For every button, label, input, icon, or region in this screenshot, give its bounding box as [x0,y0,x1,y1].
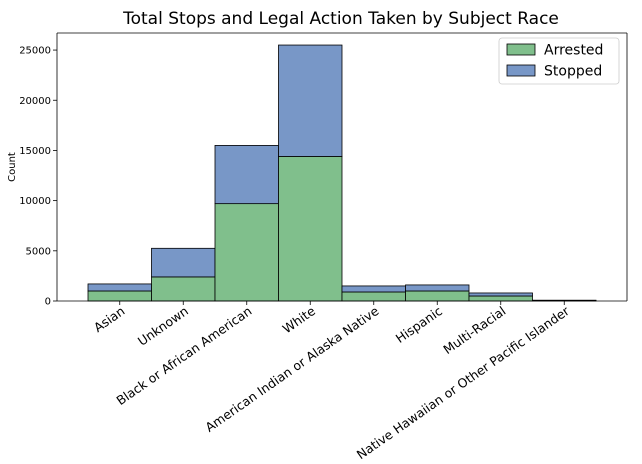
legend-swatch-arrested [507,44,535,55]
y-tick-label-2: 10000 [19,196,51,207]
bar-arrested-5 [406,291,470,301]
x-tick-label-1: Unknown [135,303,191,349]
bar-stopped-5 [406,285,470,291]
bar-arrested-0 [88,291,152,301]
bar-arrested-3 [279,156,343,301]
bar-arrested-2 [215,204,279,301]
bar-arrested-6 [469,296,533,301]
bar-stopped-4 [342,286,406,292]
y-tick-label-3: 15000 [19,146,51,157]
bar-stopped-2 [215,145,279,203]
bar-stopped-0 [88,284,152,291]
legend-label-arrested: Arrested [544,43,603,59]
bar-arrested-4 [342,292,406,301]
y-axis-label: Count [7,152,18,182]
bar-arrested-1 [152,277,216,301]
x-tick-label-7: Native Hawaiian or Other Pacific Islande… [354,303,573,460]
x-tick-label-5: Hispanic [393,303,445,346]
bar-stopped-6 [469,293,533,296]
chart-title: Total Stops and Legal Action Taken by Su… [122,9,559,29]
y-tick-label-4: 20000 [19,96,51,107]
legend: Arrested Stopped [499,38,619,84]
y-tick-label-0: 0 [45,297,51,308]
x-tick-label-3: White [280,303,319,336]
legend-swatch-stopped [507,65,535,76]
x-tick-label-0: Asian [91,303,128,335]
y-tick-label-5: 25000 [19,46,51,57]
bar-stopped-1 [152,248,216,277]
bar-stopped-3 [279,45,343,156]
y-tick-label-1: 5000 [26,246,51,257]
legend-label-stopped: Stopped [544,64,602,80]
